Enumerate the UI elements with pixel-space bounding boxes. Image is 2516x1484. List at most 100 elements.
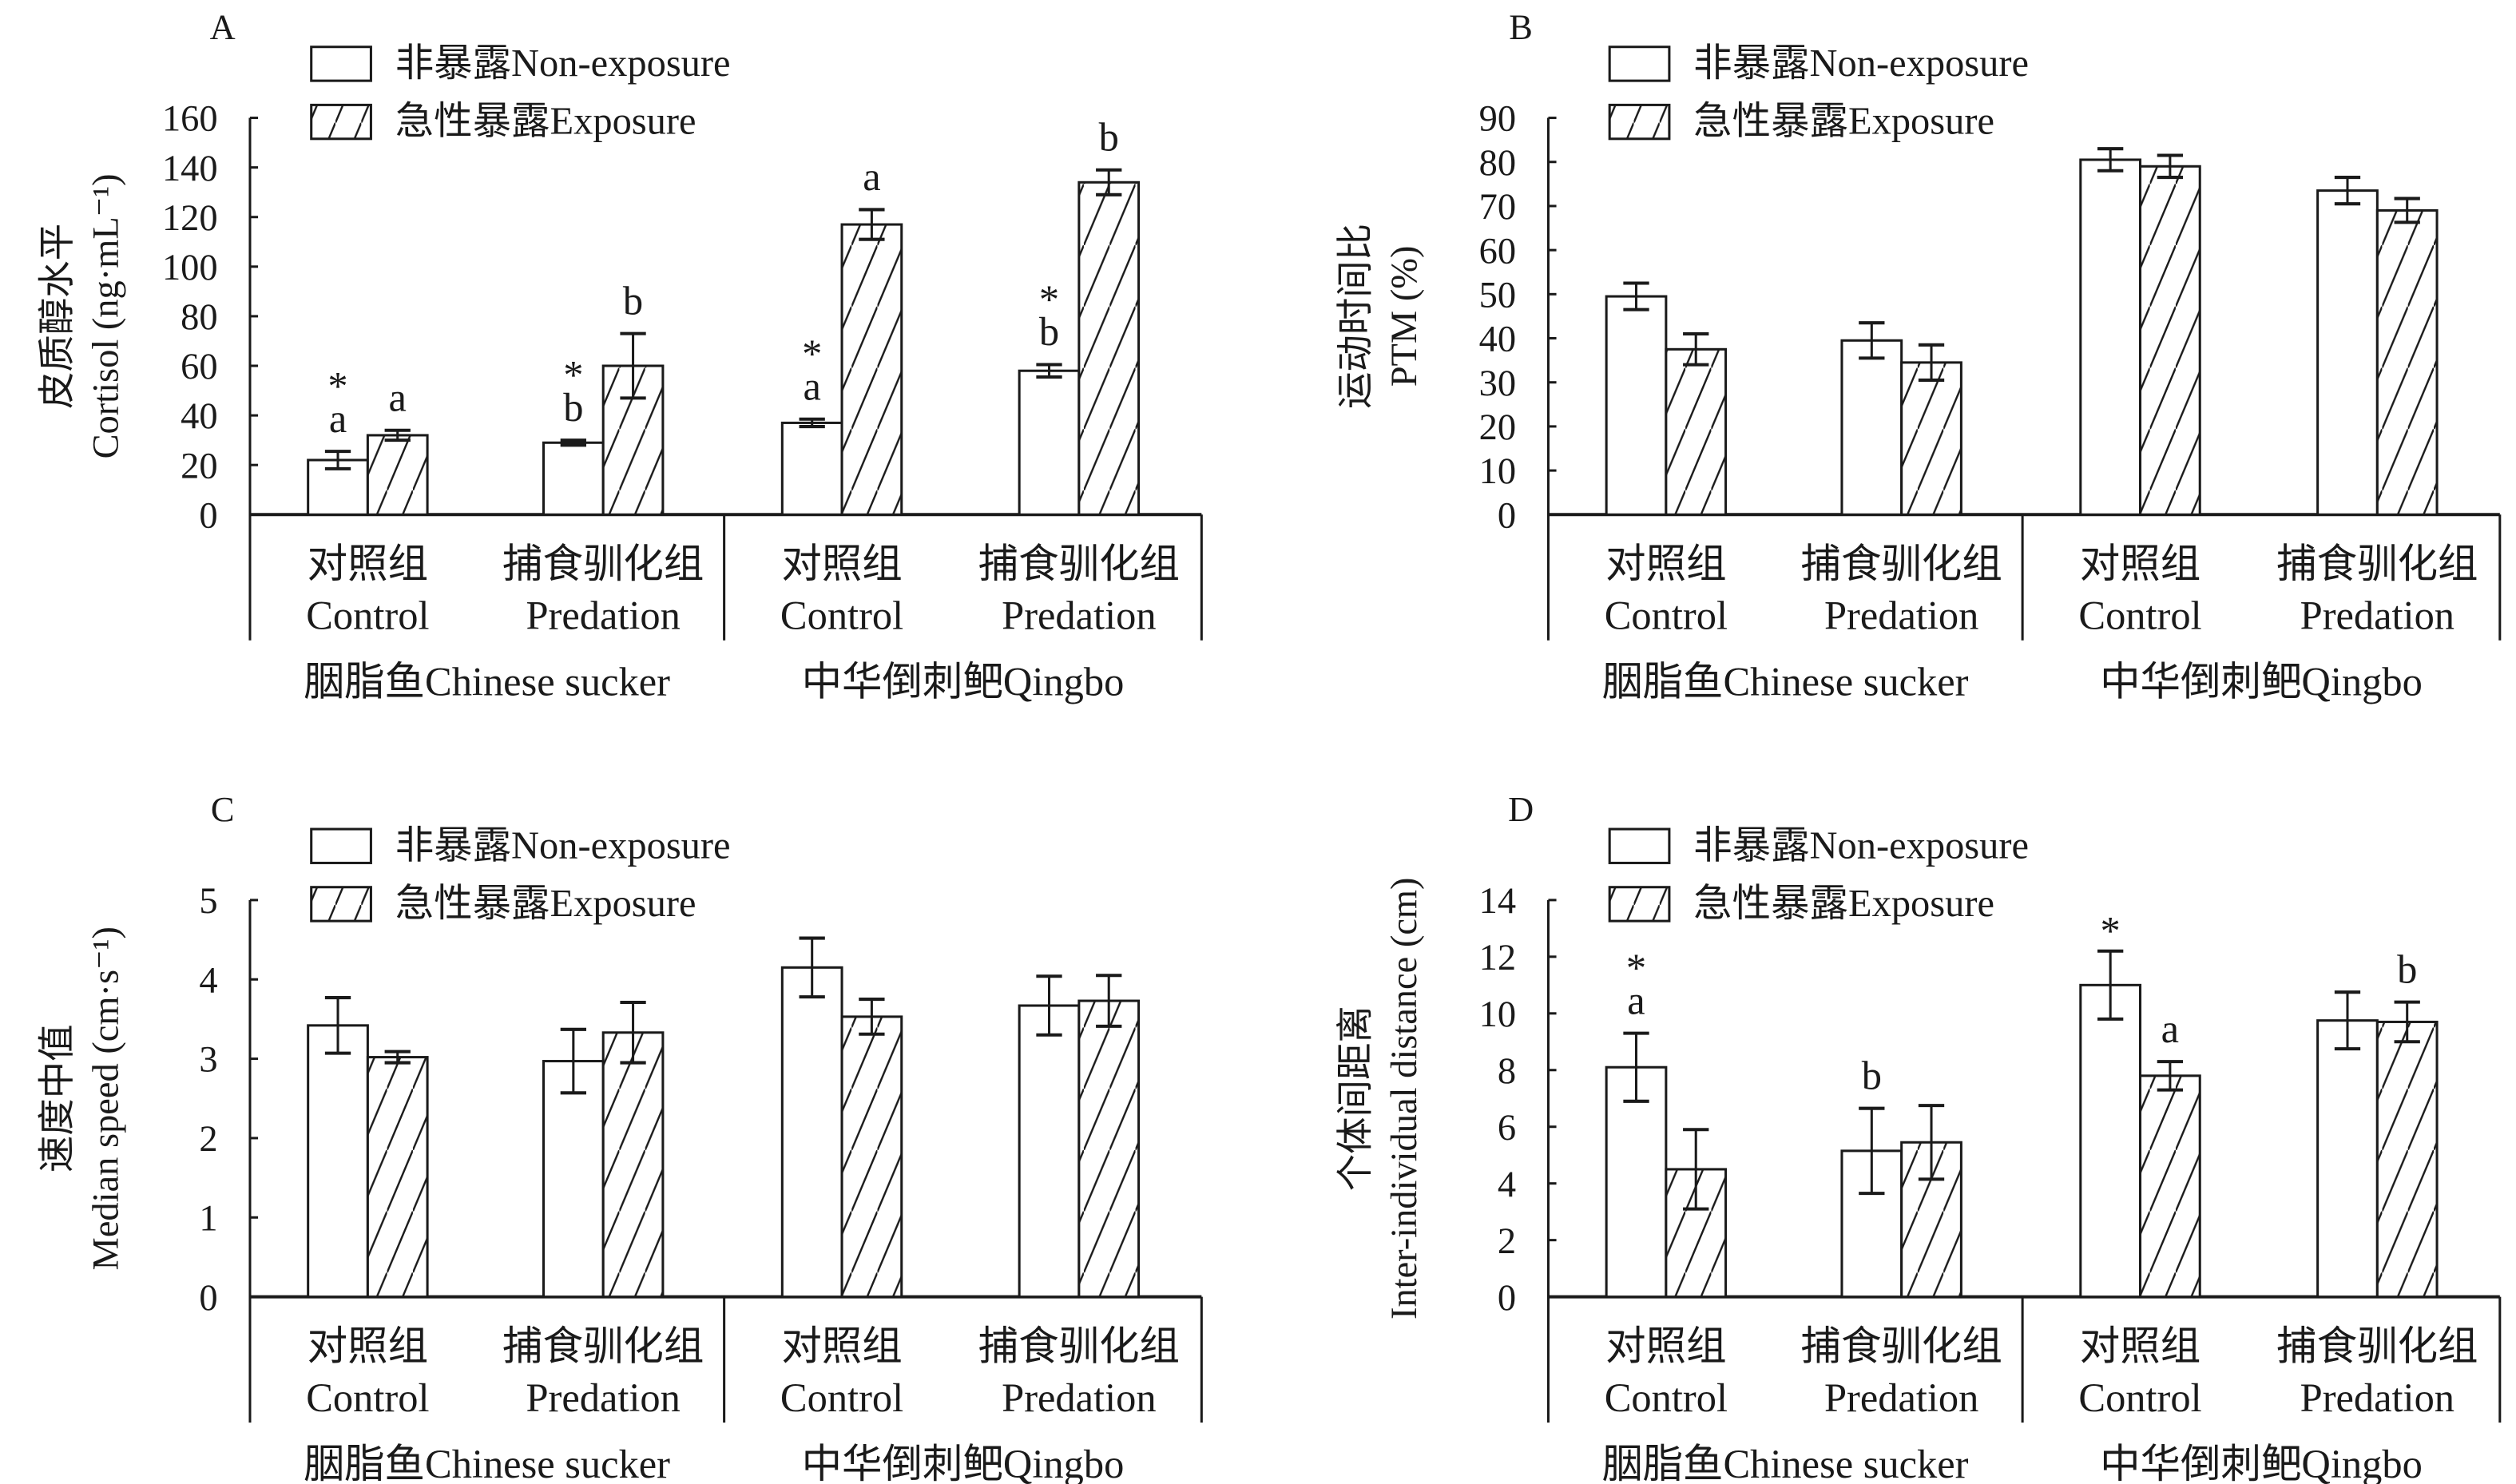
error-bar: [2157, 1060, 2184, 1092]
error-bar: [384, 1050, 411, 1065]
category-label-en: Predation: [2300, 1375, 2454, 1420]
legend-label-non-exposure: 非暴露Non-exposure: [395, 42, 731, 85]
category-label-en: Predation: [526, 1375, 680, 1420]
category-label-en: Control: [780, 1375, 903, 1420]
category-label-cn: 对照组: [2080, 542, 2201, 586]
error-bar: [799, 417, 825, 429]
bar-exposure: [2375, 208, 2439, 516]
bar-non-exposure: [2316, 1019, 2379, 1299]
y-axis-label-en: Cortisol (ng·mL⁻¹): [85, 173, 126, 458]
bar-exposure: [1900, 361, 1962, 516]
category-label-cn: 捕食驯化组: [978, 542, 1180, 586]
category-label-cn: 对照组: [781, 1323, 902, 1368]
category-label-cn: 捕食驯化组: [1801, 542, 2002, 586]
panel-label: A: [210, 7, 236, 47]
legend-swatch-exposure: [310, 886, 372, 923]
category-label-en: Predation: [1824, 593, 1978, 638]
error-bar: [799, 936, 825, 999]
category-label-cn: 捕食驯化组: [2276, 542, 2478, 586]
legend-label-exposure: 急性暴露Exposure: [395, 101, 696, 143]
panel-label: B: [1509, 7, 1533, 47]
legend-label-exposure: 急性暴露Exposure: [395, 883, 696, 925]
bar-non-exposure: [542, 441, 605, 516]
error-bar: [1623, 281, 1649, 311]
y-tick-label: 120: [162, 198, 218, 239]
error-bar: [1918, 343, 1945, 382]
significance-star: *: [2101, 909, 2121, 954]
legend-swatch-non-exposure: [1608, 827, 1671, 864]
significance-letter: b: [1099, 115, 1119, 160]
significance-star: *: [1626, 946, 1646, 990]
panel-label: D: [1508, 789, 1534, 829]
significance-letter: b: [563, 385, 583, 430]
legend-swatch-non-exposure: [310, 46, 372, 82]
category-label-cn: 捕食驯化组: [1801, 1323, 2002, 1368]
y-axis-label-cn: 运动时间比: [1335, 224, 1376, 409]
y-tick-label: 4: [199, 960, 217, 1001]
bar-non-exposure: [1018, 369, 1081, 516]
significance-letter: b: [1039, 309, 1059, 354]
y-tick-label: 6: [1498, 1108, 1516, 1149]
bar-exposure: [366, 1056, 429, 1299]
y-tick-label: 30: [1479, 363, 1516, 404]
y-tick-label: 4: [1498, 1165, 1516, 1205]
panel-c: C 非暴露Non-exposure 急性暴露Exposure 0 1 2 3 4 5 速度中值 Me…: [38, 789, 1203, 1484]
error-bar: [2157, 153, 2184, 180]
species-label-chinese-sucker: 胭脂鱼Chinese sucker: [304, 659, 671, 704]
y-axis-label-en: PTM (%): [1384, 246, 1425, 387]
y-tick-label: 10: [1479, 451, 1516, 492]
y-tick-label: 10: [1479, 994, 1516, 1035]
y-tick-label: 3: [199, 1040, 217, 1081]
error-bar: [1036, 974, 1062, 1037]
bar-non-exposure: [2079, 158, 2142, 516]
significance-star: *: [327, 364, 347, 409]
category-label-en: Predation: [1002, 593, 1156, 638]
y-tick-label: 140: [162, 149, 218, 189]
y-axis-label-cn: 个体间距离: [1335, 1006, 1376, 1191]
significance-star: *: [802, 331, 822, 376]
bar-non-exposure: [307, 1024, 369, 1299]
y-tick-label: 80: [181, 297, 217, 338]
legend-label-non-exposure: 非暴露Non-exposure: [1693, 824, 2029, 867]
category-label-cn: 对照组: [308, 542, 428, 586]
error-bar: [620, 331, 646, 400]
legend-label-exposure: 急性暴露Exposure: [1693, 101, 1994, 143]
species-label-qingbo: 中华倒刺鲃Qingbo: [802, 1442, 1125, 1484]
y-tick-label: 0: [199, 1278, 217, 1319]
error-bar: [2394, 196, 2420, 224]
bar-exposure: [601, 1031, 665, 1299]
bar-non-exposure: [780, 421, 843, 516]
error-bar: [384, 428, 411, 442]
category-label-en: Control: [1605, 593, 1728, 638]
error-bar: [859, 998, 885, 1036]
significance-letter: b: [1862, 1053, 1882, 1097]
y-tick-label: 80: [1479, 143, 1516, 184]
panel-b: B 非暴露Non-exposure 急性暴露Exposure 010203040506…: [1335, 7, 2502, 704]
y-tick-label: 5: [199, 881, 217, 922]
y-axis-label-cn: 皮质醇水平: [38, 224, 78, 409]
legend-label-exposure: 急性暴露Exposure: [1693, 883, 1994, 925]
significance-letter: a: [1627, 978, 1645, 1022]
category-label-en: Control: [2078, 1375, 2201, 1420]
panel-label: C: [211, 789, 235, 829]
y-tick-label: 1: [199, 1198, 217, 1239]
y-tick-label: 100: [162, 248, 218, 288]
category-label-en: Predation: [2300, 593, 2454, 638]
significance-star: *: [1039, 277, 1059, 322]
y-tick-label: 0: [199, 495, 217, 536]
error-bar: [1036, 363, 1062, 379]
bar-non-exposure: [2316, 189, 2379, 516]
error-bar: [1859, 1106, 1885, 1196]
legend-swatch-non-exposure: [1608, 46, 1671, 82]
bar-exposure: [2139, 165, 2201, 516]
significance-letter: a: [863, 154, 880, 199]
error-bar: [1623, 1031, 1649, 1103]
error-bar: [1859, 321, 1885, 360]
panel-d: D 非暴露Non-exposure 急性暴露Exposure 0 2 4 6 8 10 12 14 个…: [1335, 789, 2502, 1484]
error-bar: [2394, 1000, 2420, 1044]
species-label-chinese-sucker: 胭脂鱼Chinese sucker: [1602, 659, 1969, 704]
significance-letter: a: [329, 396, 347, 441]
category-label-en: Predation: [1824, 1375, 1978, 1420]
bar-exposure: [2139, 1074, 2201, 1299]
